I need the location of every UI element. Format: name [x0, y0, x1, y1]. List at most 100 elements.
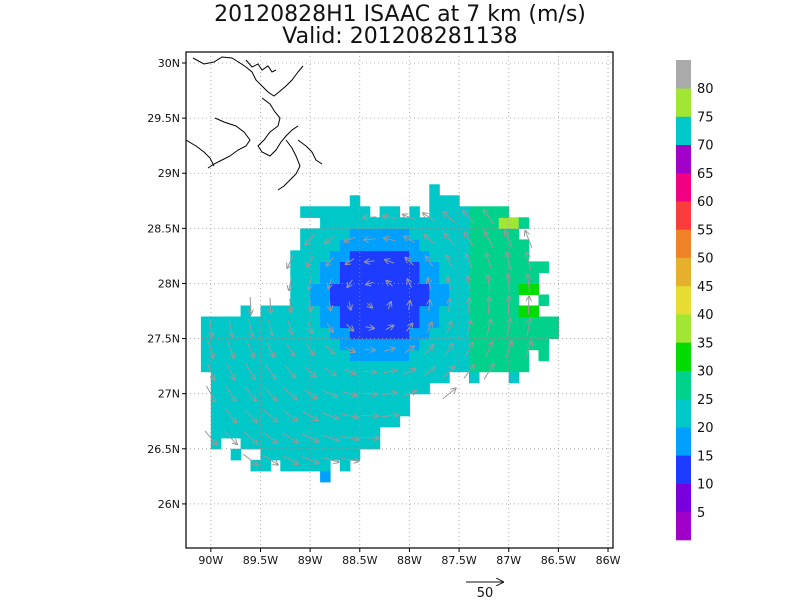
speed-cell: [300, 448, 311, 461]
speed-cell: [399, 250, 410, 262]
speed-cell: [488, 316, 500, 329]
speed-cell: [399, 371, 410, 384]
speed-cell: [508, 305, 520, 318]
speed-cell: [478, 316, 490, 329]
wind-vector: [245, 363, 255, 380]
speed-cell: [359, 316, 371, 329]
speed-cell: [359, 228, 371, 240]
speed-cell: [498, 349, 510, 362]
speed-cell: [469, 360, 480, 373]
longitude-label: 86W: [596, 554, 621, 567]
speed-cell: [349, 360, 361, 373]
wind-vector: [365, 261, 375, 262]
colorbar-label: 5: [697, 506, 705, 521]
speed-cell: [270, 349, 281, 362]
wind-vector: [469, 298, 470, 313]
wind-vector: [525, 341, 532, 359]
speed-cell: [369, 393, 381, 406]
speed-cell: [290, 283, 301, 296]
speed-cell: [270, 338, 281, 351]
speed-cell: [538, 294, 549, 307]
speed-cell: [200, 316, 212, 329]
speed-cell: [409, 217, 420, 229]
speed-cell: [399, 360, 410, 373]
latitude-label: 29.5N: [147, 112, 180, 125]
speed-cell: [240, 426, 252, 439]
speed-cell: [459, 327, 470, 340]
wind-vector: [383, 216, 397, 218]
speed-cell: [210, 327, 222, 340]
speed-cell: [240, 382, 252, 395]
speed-cell: [508, 250, 520, 262]
speed-cell: [449, 349, 460, 362]
speed-cell: [469, 349, 480, 362]
speed-cell: [439, 349, 450, 362]
speed-cell: [260, 338, 271, 351]
speed-cell: [389, 294, 401, 307]
wind-vector: [243, 453, 257, 465]
speed-cell: [300, 382, 311, 395]
wind-vector: [206, 363, 214, 380]
speed-cell: [488, 239, 500, 251]
speed-cell: [260, 371, 271, 384]
speed-cell: [498, 239, 510, 251]
colorbar: 5 10 15 20 25 30 35 40 45 50 55 60 65 70 75 80: [676, 60, 714, 541]
wind-vector: [344, 236, 356, 242]
speed-cell: [349, 272, 361, 284]
speed-cell: [518, 239, 530, 251]
speed-cell: [379, 316, 391, 329]
speed-cell: [409, 371, 420, 384]
colorbar-label: 80: [697, 82, 714, 97]
speed-cell: [200, 360, 212, 373]
speed-cell: [339, 448, 351, 461]
speed-cell: [250, 371, 261, 384]
speed-cell: [419, 349, 430, 362]
speed-cell: [339, 338, 351, 351]
speed-cell: [498, 327, 510, 340]
speed-cell: [419, 272, 430, 284]
speed-cell: [359, 371, 371, 384]
speed-cell: [339, 217, 351, 229]
wind-vector: [346, 258, 355, 265]
speed-cell: [220, 393, 232, 406]
speed-cell: [379, 371, 391, 384]
wind-vector: [250, 296, 251, 314]
speed-cell: [349, 305, 361, 318]
wind-vector: [307, 321, 313, 333]
speed-cell: [548, 316, 559, 329]
speed-cell: [469, 316, 480, 329]
wind-vector: [528, 275, 530, 293]
speed-cell: [330, 371, 341, 384]
speed-cell: [369, 349, 381, 362]
speed-cell: [300, 228, 311, 240]
speed-cell: [369, 272, 381, 284]
speed-cell: [459, 272, 470, 284]
speed-cell: [518, 316, 530, 329]
speed-cell: [439, 316, 450, 329]
speed-cell: [310, 305, 321, 318]
speed-cell: [300, 426, 311, 439]
speed-cell: [449, 294, 460, 307]
speed-cell: [240, 360, 252, 373]
speed-cell: [330, 250, 341, 262]
wind-vector: [244, 386, 256, 401]
speed-cell: [429, 272, 440, 284]
speed-cell: [359, 426, 371, 439]
speed-cell: [478, 360, 490, 373]
speed-cell: [339, 426, 351, 439]
speed-cell: [508, 294, 520, 307]
speed-cell: [439, 283, 450, 296]
speed-cell: [230, 349, 242, 362]
speed-cell: [300, 393, 311, 406]
speed-cell: [310, 426, 321, 439]
colorbar-swatch: [676, 511, 691, 541]
speed-cell: [518, 283, 530, 296]
speed-cell: [508, 327, 520, 340]
speed-cell: [310, 327, 321, 340]
wind-vector: [505, 341, 512, 359]
speed-cell: [290, 349, 301, 362]
wind-vector: [506, 253, 512, 271]
speed-cell: [419, 327, 430, 340]
speed-cell: [379, 360, 391, 373]
speed-cell: [498, 283, 510, 296]
